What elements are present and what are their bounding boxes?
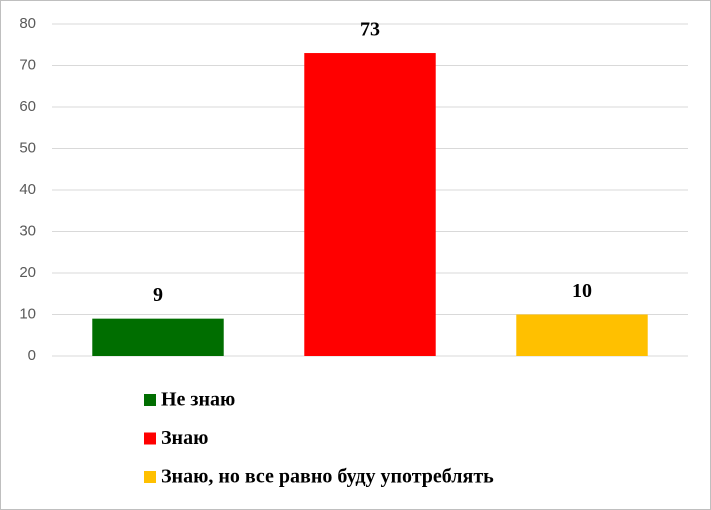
bar — [516, 314, 648, 356]
bar — [92, 318, 224, 356]
legend-swatch — [144, 394, 156, 406]
y-tick-label: 10 — [19, 305, 36, 322]
y-tick-label: 20 — [19, 264, 36, 281]
y-tick-label: 50 — [19, 139, 36, 156]
legend-swatch — [144, 432, 156, 445]
y-tick-label: 0 — [28, 347, 36, 364]
y-tick-label: 60 — [19, 98, 36, 115]
y-tick-label: 30 — [19, 222, 36, 239]
value-label: 10 — [572, 280, 592, 302]
value-label: 9 — [153, 284, 163, 306]
legend-label: Знаю — [161, 427, 208, 449]
y-tick-label: 80 — [19, 15, 36, 32]
bar — [304, 53, 436, 357]
value-label: 73 — [360, 19, 380, 41]
legend-swatch — [144, 471, 156, 483]
y-tick-label: 40 — [19, 181, 36, 198]
y-tick-label: 70 — [19, 56, 36, 73]
legend-label: Не знаю — [161, 389, 235, 411]
legend-label: Знаю, но все равно буду употреблять — [161, 466, 494, 488]
